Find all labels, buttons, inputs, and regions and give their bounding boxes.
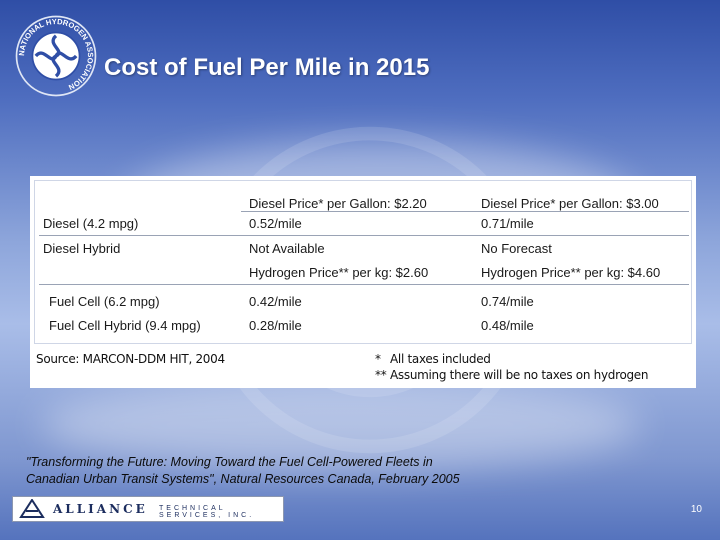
page-number: 10 xyxy=(690,504,702,515)
footnote-mark-1: * xyxy=(375,352,381,366)
alliance-logo-icon xyxy=(19,499,45,518)
diesel-price-header-high: Diesel Price* per Gallon: $3.00 xyxy=(481,196,659,211)
row-label-diesel-hybrid: Diesel Hybrid xyxy=(43,241,121,256)
brand-subtitle: TECHNICAL SERVICES, INC. xyxy=(159,505,255,519)
cell-fuel-cell-high: 0.74/mile xyxy=(481,294,534,309)
cell-diesel-hybrid-high: No Forecast xyxy=(481,241,552,256)
footnote-2: Assuming there will be no taxes on hydro… xyxy=(390,368,649,382)
background-cloud xyxy=(40,380,640,470)
row-label-fuel-cell: Fuel Cell (6.2 mpg) xyxy=(49,294,160,309)
brand-name: ALLIANCE xyxy=(53,502,148,516)
divider xyxy=(241,211,689,212)
divider xyxy=(39,284,689,285)
cell-diesel-high: 0.71/mile xyxy=(481,216,534,231)
footnote-1: All taxes included xyxy=(390,352,491,366)
cell-fuel-cell-hybrid-low: 0.28/mile xyxy=(249,318,302,333)
row-label-fuel-cell-hybrid: Fuel Cell Hybrid (9.4 mpg) xyxy=(49,318,201,333)
hydrogen-price-header-high: Hydrogen Price** per kg: $4.60 xyxy=(481,265,661,280)
alliance-logo-bar: ALLIANCE TECHNICAL SERVICES, INC. xyxy=(12,496,284,522)
cell-diesel-hybrid-low: Not Available xyxy=(249,241,325,256)
citation-quote: "Transforming the Future: Moving Toward … xyxy=(26,454,586,488)
cell-diesel-low: 0.52/mile xyxy=(249,216,302,231)
footnote-mark-2: ** xyxy=(375,368,387,382)
fuel-cost-table-panel: Diesel Price* per Gallon: $2.20 Diesel P… xyxy=(30,176,696,388)
diesel-price-header-low: Diesel Price* per Gallon: $2.20 xyxy=(249,196,427,211)
divider xyxy=(39,235,689,236)
citation-line-2: Canadian Urban Transit Systems", Natural… xyxy=(26,472,460,486)
citation-line-1: "Transforming the Future: Moving Toward … xyxy=(26,455,433,469)
hydrogen-price-header-low: Hydrogen Price** per kg: $2.60 xyxy=(249,265,429,280)
row-label-diesel: Diesel (4.2 mpg) xyxy=(43,216,139,231)
cell-fuel-cell-low: 0.42/mile xyxy=(249,294,302,309)
fuel-cost-table: Diesel Price* per Gallon: $2.20 Diesel P… xyxy=(34,180,692,344)
nha-logo: NATIONAL HYDROGEN ASSOCIATION xyxy=(15,15,97,97)
slide-title: Cost of Fuel Per Mile in 2015 xyxy=(104,54,430,81)
source-note: Source: MARCON-DDM HIT, 2004 xyxy=(36,352,225,366)
cell-fuel-cell-hybrid-high: 0.48/mile xyxy=(481,318,534,333)
